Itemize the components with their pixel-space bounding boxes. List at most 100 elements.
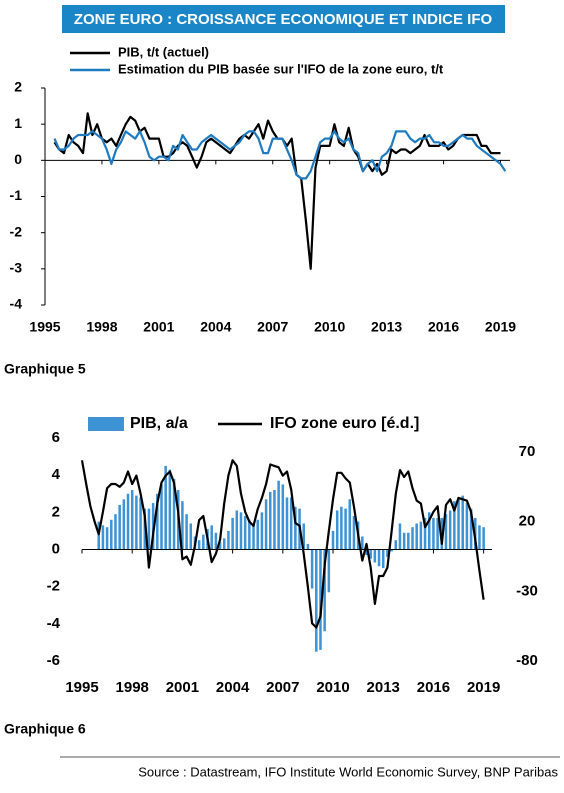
bar <box>273 490 276 550</box>
x-tick-label: 1998 <box>116 679 149 696</box>
bar <box>197 540 201 550</box>
x-tick-label: 2016 <box>417 679 450 696</box>
series-line <box>53 130 507 180</box>
bar <box>110 519 113 550</box>
bar <box>122 499 126 550</box>
bar <box>281 484 285 550</box>
x-tick-label: 2013 <box>367 679 400 696</box>
bar <box>402 532 406 550</box>
chart-caption: Graphique 6 <box>4 721 86 737</box>
legend-label: Estimation du PIB basée sur l'IFO de la … <box>118 61 444 76</box>
bar <box>243 516 247 550</box>
x-tick-label: 2001 <box>166 679 199 696</box>
bar <box>327 549 331 593</box>
bar <box>239 512 243 550</box>
bar <box>407 532 410 550</box>
bar <box>432 517 435 550</box>
x-tick-label: 2013 <box>371 319 402 335</box>
y-tick-label: -2 <box>47 578 60 595</box>
x-tick-label: 2004 <box>216 679 250 696</box>
x-tick-label: 2010 <box>316 679 349 696</box>
bar <box>319 549 322 650</box>
bar <box>105 527 109 550</box>
bar <box>168 469 172 550</box>
x-tick-label: 1995 <box>29 319 60 335</box>
bar <box>164 465 167 550</box>
bar <box>118 504 121 550</box>
bar <box>469 508 473 550</box>
x-tick-label: 1998 <box>86 319 117 335</box>
bar <box>101 525 105 550</box>
bar <box>260 512 264 550</box>
x-tick-label: 2019 <box>467 679 500 696</box>
series-line <box>53 112 501 270</box>
x-tick-label: 2007 <box>266 679 299 696</box>
bar <box>189 523 193 550</box>
series-line <box>80 459 485 629</box>
source: Source : Datastream, IFO Institute World… <box>138 764 558 779</box>
bar <box>126 493 130 550</box>
y-tick-label: -1 <box>10 187 23 203</box>
y-tick-label: -4 <box>47 615 61 632</box>
bar <box>331 530 335 550</box>
y-tick-label: -2 <box>10 223 23 239</box>
bar <box>373 549 377 563</box>
bar <box>294 506 297 550</box>
y-tick-label: 0 <box>52 540 60 557</box>
bar <box>269 491 272 550</box>
y2-tick-label: 20 <box>519 513 536 530</box>
bar <box>185 514 188 550</box>
bar <box>398 523 402 550</box>
bar <box>302 523 305 550</box>
bar <box>340 506 343 550</box>
bar <box>323 549 326 632</box>
bar <box>411 527 414 550</box>
title-banner <box>62 5 505 33</box>
bar <box>97 521 100 550</box>
bar <box>285 497 289 550</box>
legend-label: IFO zone euro [é.d.] <box>270 415 419 432</box>
bar <box>427 512 431 550</box>
bar <box>130 490 134 550</box>
bar <box>465 503 469 550</box>
y-tick-label: -4 <box>10 296 23 312</box>
y-tick-label: 2 <box>14 79 22 95</box>
y-tick-label: 0 <box>14 151 22 167</box>
bar <box>214 532 218 550</box>
y-tick-label: 6 <box>52 429 60 446</box>
x-tick-label: 2016 <box>428 319 459 335</box>
bar <box>444 514 448 550</box>
bar <box>135 495 138 550</box>
bar <box>482 527 485 550</box>
chart-caption: Graphique 5 <box>4 361 86 377</box>
bar <box>235 510 239 550</box>
x-tick-label: 2019 <box>485 319 516 335</box>
bar <box>181 501 184 550</box>
bar <box>352 516 356 550</box>
legend-label: PIB, a/a <box>130 415 188 432</box>
bar <box>310 549 314 589</box>
bar <box>210 525 213 550</box>
page-title: ZONE EURO : CROISSANCE ECONOMIQUE ET IND… <box>74 11 493 28</box>
bar <box>369 549 372 559</box>
bar <box>248 519 251 550</box>
y-tick-label: -3 <box>10 260 23 276</box>
bar <box>315 549 318 652</box>
bar <box>227 530 230 550</box>
bar <box>160 484 163 550</box>
bar <box>147 508 151 550</box>
x-tick-label: 2010 <box>314 319 345 335</box>
bar <box>277 480 280 550</box>
y-tick-label: 4 <box>52 466 61 483</box>
y-tick-label: -6 <box>47 652 60 669</box>
bar <box>419 521 423 550</box>
y-tick-label: 1 <box>14 115 22 131</box>
x-tick-label: 2004 <box>200 319 231 335</box>
bar <box>478 525 481 550</box>
y2-tick-label: -30 <box>516 582 538 599</box>
bar <box>415 523 418 550</box>
bar <box>139 497 142 550</box>
bar <box>461 495 464 550</box>
bar <box>252 523 255 550</box>
